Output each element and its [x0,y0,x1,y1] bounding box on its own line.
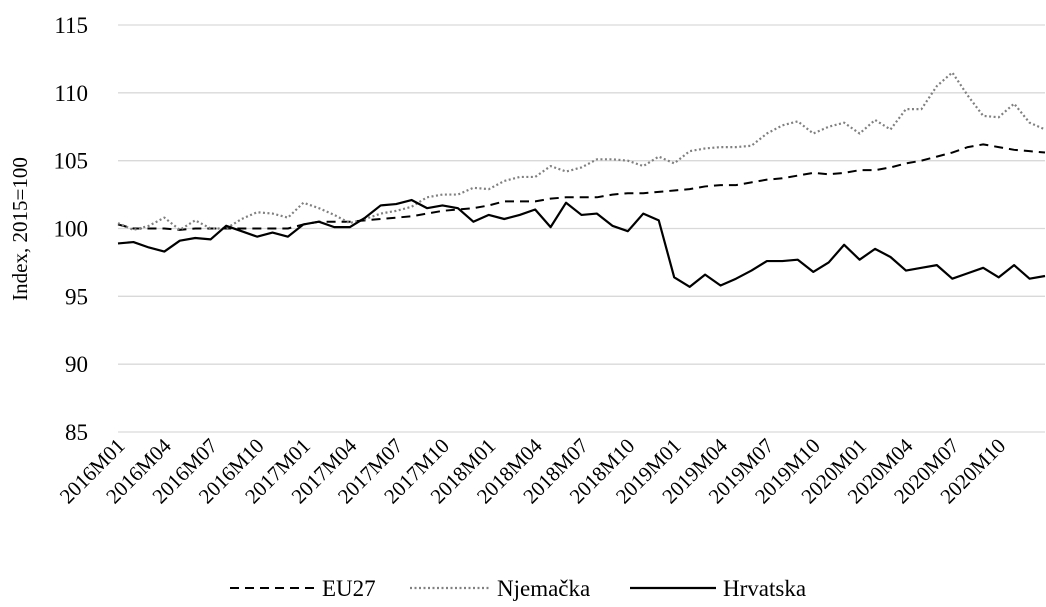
y-tick-label: 95 [65,284,88,309]
y-tick-label: 100 [54,217,89,242]
series-lines [117,71,1046,288]
legend-label: EU27 [322,576,376,601]
legend-label: Njemačka [497,576,590,601]
y-tick-labels: 85 90 95 100 105 110 115 [54,13,89,445]
y-tick-label: 90 [65,352,88,377]
y-axis-title: Index, 2015=100 [8,157,32,301]
y-tick-label: 115 [54,13,88,38]
y-tick-label: 85 [65,420,88,445]
series-line-njema-ka [117,71,1046,231]
legend-label: Hrvatska [723,576,806,601]
y-tick-label: 105 [54,149,89,174]
series-line-hrvatska [117,198,1046,288]
series-line-eu27 [117,143,1046,231]
y-tick-label: 110 [54,81,88,106]
legend: EU27 Njemačka Hrvatska [230,576,806,601]
x-tick-labels: 2016M012016M042016M072016M102017M012017M… [55,433,1010,508]
